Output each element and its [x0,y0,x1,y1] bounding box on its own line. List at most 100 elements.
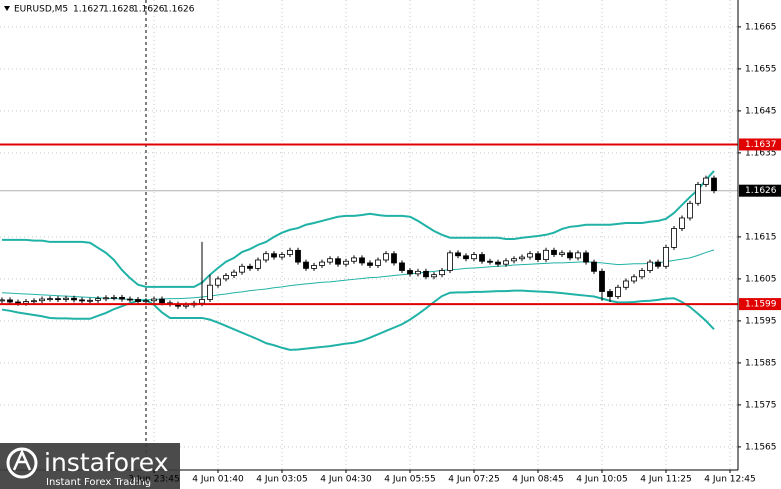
header-value: 1.1627 [73,5,105,15]
watermark-brand: instaforex [44,448,169,477]
y-tick-label: 1.1635 [745,148,777,158]
candle-body [271,253,277,258]
candle-body [671,228,677,248]
x-tick-label: 4 Jun 07:25 [448,475,499,485]
candle-body [447,252,453,271]
level-label-bg [739,138,781,151]
level-label-bg [739,298,781,311]
level-label: 1.1637 [745,140,777,150]
y-tick-label: 1.1585 [745,358,777,368]
candle-body [495,261,501,265]
logo-mark [12,448,32,471]
candle-body [295,249,301,263]
level-label: 1.1599 [745,300,777,310]
last-price-label: 1.1626 [745,186,777,196]
candle-body [527,253,533,258]
candle-body [127,298,133,301]
candle-body [343,260,349,265]
candle-body [63,297,69,300]
candle-body [23,301,29,304]
candle-body [623,280,629,288]
candle-body [143,300,149,303]
candle-body [223,275,229,280]
y-tick-label: 1.1595 [745,316,777,326]
candle-body [551,249,557,255]
candle-body [15,301,21,304]
y-tick-label: 1.1605 [745,274,777,284]
candle-body [455,252,461,257]
candle-body [583,252,589,263]
x-tick-label: 3 Jun 23:45 [128,475,179,485]
candle-body [199,299,205,304]
candle-body [207,284,213,300]
header-value: 1.1626 [163,5,195,15]
candle-body [263,253,269,261]
candle-body [103,297,109,300]
candle-body [423,270,429,278]
y-tick-label: 1.1665 [745,22,777,32]
candle-body [519,256,525,260]
candle-body [303,261,309,269]
candle-body [247,265,253,269]
candle-body [607,291,613,297]
plot [0,143,738,351]
y-tick-label: 1.1565 [745,442,777,452]
candle-body [431,274,437,278]
candle-body [535,253,541,260]
band-line [2,170,715,288]
y-tick-label: 1.1655 [745,64,777,74]
candle-body [471,254,477,260]
candle-body [639,270,645,278]
candle-body [231,271,237,276]
candle-body [375,259,381,266]
candle-body [159,298,165,304]
candle-body [367,262,373,266]
candle-body [655,261,661,267]
candle-body [487,260,493,263]
candle-body [47,298,53,301]
x-tick-label: 4 Jun 01:40 [192,475,244,485]
candle-body [55,298,61,301]
candle-body [543,249,549,260]
candle-body [327,258,333,263]
candle-body [87,299,93,302]
candle-body [399,262,405,271]
x-tick-label: 4 Jun 12:45 [704,475,755,485]
y-tick-label: 1.1615 [745,232,777,242]
candle-body [111,296,117,299]
candle-body [255,259,261,269]
candle-body [79,299,85,302]
candle-body [647,261,653,271]
candle-body [0,299,5,302]
candle-body [591,261,597,272]
x-tick-label: 4 Jun 08:45 [512,475,563,485]
watermark: instaforex Instant Forex Trading [0,443,180,489]
candle-body [359,257,365,264]
candle-body [7,299,13,303]
candle-body [503,260,509,265]
candle-body [599,270,605,292]
x-tick-label: 4 Jun 10:05 [576,475,627,485]
candle-body [407,270,413,275]
candle-body [631,276,637,282]
candle-body [567,252,573,259]
candle-body [559,252,565,255]
candle-body [71,297,77,301]
candle-body [415,270,421,275]
candle-body [279,254,285,258]
candle-body [479,254,485,262]
chart-title: EURUSD,M5 [14,5,68,15]
candle-body [335,258,341,265]
x-tick-label: 4 Jun 05:55 [384,475,435,485]
candle-body [119,296,125,300]
candle-body [383,253,389,261]
candle-body [711,177,717,192]
candle-body [135,299,141,302]
candle-body [319,261,325,266]
candle-body [687,202,693,219]
x-tick-label: 4 Jun 04:30 [320,475,372,485]
header-value: 1.1628 [103,5,135,15]
